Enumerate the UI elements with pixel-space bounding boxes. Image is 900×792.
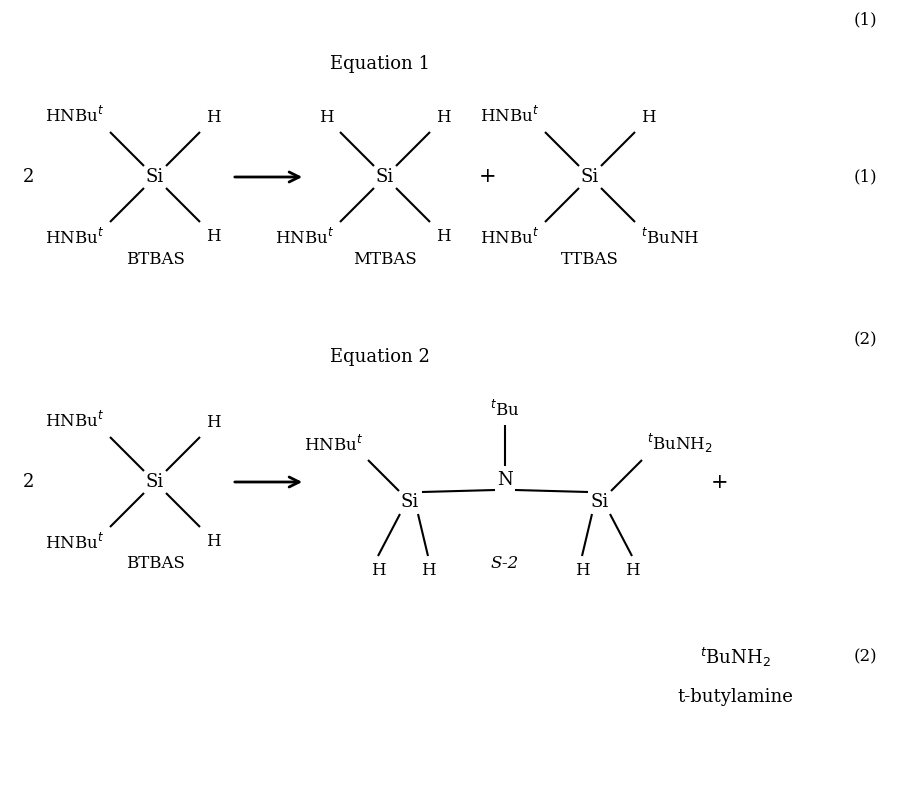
Text: TTBAS: TTBAS <box>561 250 619 268</box>
Text: N: N <box>497 471 513 489</box>
Text: Si: Si <box>591 493 609 511</box>
Text: BTBAS: BTBAS <box>126 250 184 268</box>
Text: $^t$BuNH: $^t$BuNH <box>641 228 699 248</box>
Text: Equation 2: Equation 2 <box>330 348 430 366</box>
Text: Si: Si <box>400 493 419 511</box>
Text: Si: Si <box>376 168 394 186</box>
Text: H: H <box>625 562 639 579</box>
Text: BTBAS: BTBAS <box>126 555 184 573</box>
Text: H: H <box>371 562 385 579</box>
Text: H: H <box>420 562 436 579</box>
Text: H: H <box>206 533 220 550</box>
Text: H: H <box>641 109 655 126</box>
Text: $^t$Bu: $^t$Bu <box>491 400 519 420</box>
Text: HNBu$^t$: HNBu$^t$ <box>480 228 539 248</box>
Text: t-butylamine: t-butylamine <box>677 688 793 706</box>
Text: +: + <box>711 473 729 492</box>
Text: H: H <box>436 109 451 126</box>
Text: HNBu$^t$: HNBu$^t$ <box>45 411 104 431</box>
Text: H: H <box>575 562 590 579</box>
Text: (1): (1) <box>853 169 877 185</box>
Text: $^t$BuNH$_2$: $^t$BuNH$_2$ <box>699 645 770 668</box>
Text: (2): (2) <box>853 332 877 348</box>
Text: HNBu$^t$: HNBu$^t$ <box>304 435 363 455</box>
Text: Equation 1: Equation 1 <box>330 55 430 73</box>
Text: H: H <box>320 109 334 126</box>
Text: HNBu$^t$: HNBu$^t$ <box>45 533 104 553</box>
Text: H: H <box>436 228 451 245</box>
Text: 2: 2 <box>22 168 33 186</box>
Text: Si: Si <box>146 473 164 491</box>
Text: Si: Si <box>146 168 164 186</box>
Text: 2: 2 <box>22 473 33 491</box>
Text: (1): (1) <box>853 12 877 29</box>
Text: MTBAS: MTBAS <box>353 250 417 268</box>
Text: HNBu$^t$: HNBu$^t$ <box>45 228 104 248</box>
Text: HNBu$^t$: HNBu$^t$ <box>274 228 334 248</box>
Text: Si: Si <box>580 168 599 186</box>
Text: S-2: S-2 <box>491 555 519 573</box>
Text: H: H <box>206 109 220 126</box>
Text: H: H <box>206 228 220 245</box>
Text: HNBu$^t$: HNBu$^t$ <box>480 106 539 126</box>
Text: H: H <box>206 414 220 431</box>
Text: (2): (2) <box>853 649 877 665</box>
Text: HNBu$^t$: HNBu$^t$ <box>45 106 104 126</box>
Text: $^t$BuNH$_2$: $^t$BuNH$_2$ <box>647 432 713 455</box>
Text: +: + <box>479 167 497 186</box>
